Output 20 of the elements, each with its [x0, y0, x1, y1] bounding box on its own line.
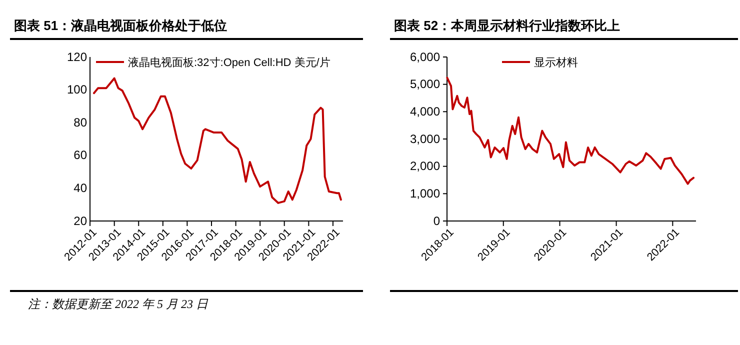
text: 注：数据更新至 2022 年 5 月 23 日: [28, 297, 209, 311]
legend-label: 显示材料: [534, 56, 578, 69]
y-tick-label: 3,000: [410, 132, 440, 146]
y-tick-label: 80: [74, 115, 88, 130]
line-series: [446, 76, 695, 185]
y-tick-label: 4,000: [410, 104, 440, 119]
y-tick-label: 1,000: [410, 186, 440, 201]
y-tick-label: 0: [433, 214, 440, 228]
y-tick-label: 60: [74, 148, 88, 162]
y-tick-label: 2,000: [410, 159, 440, 174]
y-tick-label: 40: [74, 181, 88, 196]
legend-label: 液晶电视面板:32寸:Open Cell:HD 美元/片: [128, 56, 330, 69]
chart-title: 图表 51：液晶电视面板价格处于低位: [14, 18, 228, 33]
chart-title: 图表 52：本周显示材料行业指数环比上: [394, 18, 620, 33]
y-tick-label: 100: [66, 82, 88, 97]
y-tick-label: 6,000: [410, 50, 440, 64]
y-tick-label: 20: [74, 214, 88, 228]
y-tick-label: 120: [66, 50, 88, 64]
y-tick-label: 5,000: [410, 77, 440, 92]
line-series: [92, 77, 342, 204]
